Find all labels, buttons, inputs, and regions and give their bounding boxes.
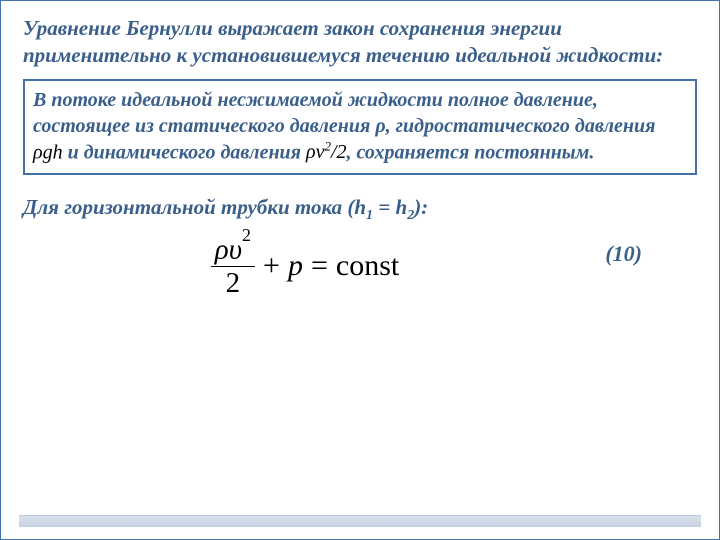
equation-const: const (336, 249, 399, 283)
statement-box: В потоке идеальной несжимаемой жидкости … (23, 79, 697, 176)
intro-paragraph: Уравнение Бернулли выражает закон сохран… (23, 15, 697, 69)
boxed-part3: и динамического давления (63, 141, 306, 163)
subhead-h2: h (396, 195, 408, 219)
boxed-part2: , гидростатического давления (386, 115, 656, 137)
fraction-numerator: ρυ2 (211, 233, 255, 268)
boxed-rho: ρ (375, 115, 385, 137)
subhead-eq: = (373, 195, 395, 219)
subhead-prefix: Для горизонтальной трубки тока ( (23, 195, 354, 219)
equation-plus: + (263, 249, 280, 283)
boxed-statement: В потоке идеальной несжимаемой жидкости … (33, 87, 687, 166)
num-sup: 2 (242, 225, 251, 245)
equation-row: ρυ2 2 + p = const (10) (23, 231, 697, 301)
subhead-suffix: ): (414, 195, 428, 219)
equation-number: (10) (605, 241, 642, 267)
dyn-base: ρv (306, 141, 324, 163)
num-upsilon: υ (229, 233, 242, 265)
dyn-div: /2 (331, 141, 347, 163)
slide-container: Уравнение Бернулли выражает закон сохран… (0, 0, 720, 540)
boxed-term-dyn: ρv2/2 (306, 141, 347, 163)
subhead-h1: h (354, 195, 366, 219)
equation-display: ρυ2 2 + p = const (211, 233, 399, 299)
subheading: Для горизонтальной трубки тока (h1 = h2)… (23, 195, 697, 224)
boxed-term-hydro: ρgh (33, 141, 63, 163)
equation-p: p (288, 249, 303, 283)
equation-equals: = (311, 249, 328, 283)
footer-bar (19, 515, 701, 527)
boxed-part4: , сохраняется постоянным. (347, 141, 595, 163)
subhead-h1-sub: 1 (366, 209, 373, 224)
equation-fraction: ρυ2 2 (211, 233, 255, 299)
fraction-denominator: 2 (226, 267, 241, 298)
num-rho: ρ (215, 233, 229, 265)
